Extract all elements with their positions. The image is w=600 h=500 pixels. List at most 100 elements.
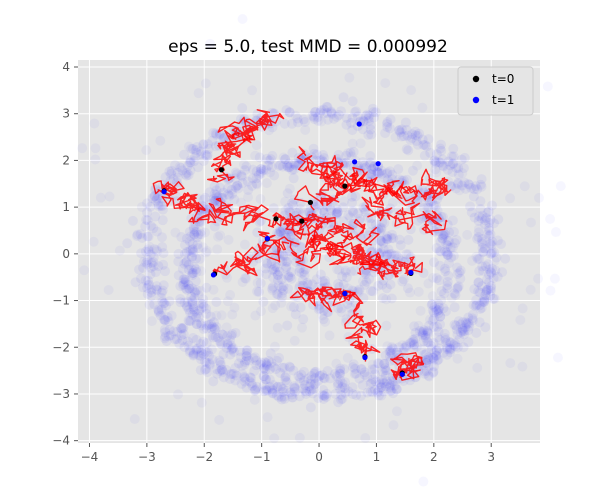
cloud-point (447, 167, 458, 178)
cloud-point (381, 233, 392, 244)
cloud-point (270, 300, 280, 310)
cloud-point (286, 267, 297, 278)
cloud-point (254, 216, 265, 227)
cloud-point (382, 249, 393, 260)
cloud-point (387, 375, 398, 386)
cloud-point (267, 388, 278, 399)
cloud-point (209, 323, 220, 334)
cloud-point (417, 330, 428, 341)
cloud-point (309, 114, 320, 125)
trajectory-line (257, 230, 352, 269)
cloud-point (473, 215, 484, 226)
cloud-point (262, 385, 273, 396)
cloud-point (426, 344, 437, 355)
cloud-point (463, 318, 474, 329)
cloud-point (424, 360, 435, 371)
cloud-point (184, 347, 195, 358)
cloud-point (177, 335, 188, 346)
cloud-point (284, 107, 295, 118)
cloud-point (279, 153, 289, 163)
cloud-point (145, 249, 156, 260)
cloud-point (348, 146, 359, 157)
cloud-point (201, 282, 212, 293)
cloud-point (142, 198, 153, 209)
cloud-point (247, 173, 258, 184)
cloud-point (384, 166, 395, 177)
cloud-point (430, 158, 441, 169)
cloud-point (252, 286, 263, 297)
cloud-point (474, 317, 485, 328)
cloud-point (312, 112, 323, 123)
cloud-point (443, 250, 454, 261)
cloud-point (145, 220, 156, 231)
cloud-point (442, 349, 453, 360)
cloud-point (142, 215, 153, 226)
axes-background (78, 60, 540, 443)
cloud-point (183, 340, 194, 351)
cloud-point (216, 364, 227, 375)
cloud-point (373, 243, 383, 253)
cloud-point (485, 248, 496, 259)
cloud-point (146, 258, 157, 269)
cloud-point (250, 395, 260, 405)
cloud-point (414, 321, 424, 331)
cloud-point (440, 266, 451, 277)
cloud-point (275, 381, 286, 392)
cloud-point (418, 267, 429, 278)
cloud-point (208, 376, 219, 387)
cloud-point (437, 160, 448, 171)
cloud-point (268, 380, 279, 391)
cloud-point (346, 117, 357, 128)
cloud-point (362, 387, 373, 398)
cloud-point (203, 350, 214, 361)
cloud-point (170, 228, 180, 238)
cloud-point (320, 278, 331, 289)
cloud-point (268, 264, 279, 275)
cloud-point (366, 377, 377, 388)
cloud-point (181, 257, 192, 268)
cloud-point (202, 151, 213, 162)
cloud-point (132, 231, 143, 242)
cloud-point (256, 357, 267, 368)
cloud-point (293, 371, 304, 382)
cloud-point (209, 189, 220, 200)
cloud-point (375, 235, 386, 246)
cloud-point (239, 165, 250, 176)
cloud-point (236, 170, 247, 181)
cloud-point (282, 188, 293, 199)
cloud-point (187, 299, 198, 310)
cloud-point (386, 342, 397, 353)
cloud-point (484, 238, 495, 249)
cloud-point (505, 193, 515, 203)
cloud-point (365, 124, 376, 135)
cloud-point (388, 233, 399, 244)
cloud-point (187, 268, 197, 278)
cloud-point (457, 325, 468, 336)
cloud-point (442, 276, 453, 287)
cloud-point (201, 337, 212, 348)
t1-point (399, 371, 405, 377)
cloud-point (431, 304, 442, 315)
cloud-point (420, 140, 431, 151)
cloud-point (250, 352, 261, 363)
cloud-point (359, 367, 370, 378)
cloud-point (407, 165, 418, 176)
cloud-point (422, 354, 433, 365)
cloud-point (385, 380, 396, 391)
cloud-point (406, 85, 416, 95)
cloud-point (473, 277, 484, 288)
cloud-point (218, 187, 229, 198)
cloud-point (158, 259, 169, 270)
cloud-point (200, 149, 211, 160)
cloud-point (421, 358, 432, 369)
cloud-point (206, 344, 217, 355)
cloud-point (203, 144, 214, 155)
cloud-point (235, 114, 246, 125)
cloud-point (179, 258, 190, 269)
cloud-point (183, 304, 194, 315)
cloud-point (382, 117, 393, 128)
cloud-point (276, 282, 287, 293)
cloud-point (256, 164, 267, 175)
cloud-point (281, 105, 292, 116)
cloud-point (518, 303, 528, 313)
